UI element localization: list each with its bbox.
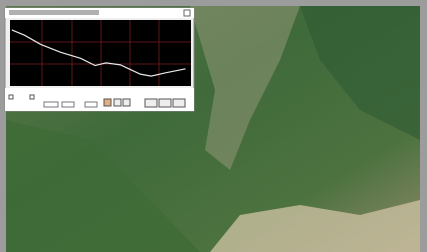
button[interactable]	[123, 99, 130, 106]
button[interactable]	[145, 99, 157, 107]
title-text	[9, 10, 99, 15]
plot-area	[10, 20, 191, 86]
button[interactable]	[114, 99, 121, 106]
button[interactable]	[173, 99, 185, 107]
screen	[0, 0, 427, 252]
button[interactable]	[159, 99, 171, 107]
color-button[interactable]	[104, 99, 111, 106]
profile-window	[5, 8, 194, 111]
page: (() => { const data = JSON.parse(documen…	[0, 0, 427, 252]
